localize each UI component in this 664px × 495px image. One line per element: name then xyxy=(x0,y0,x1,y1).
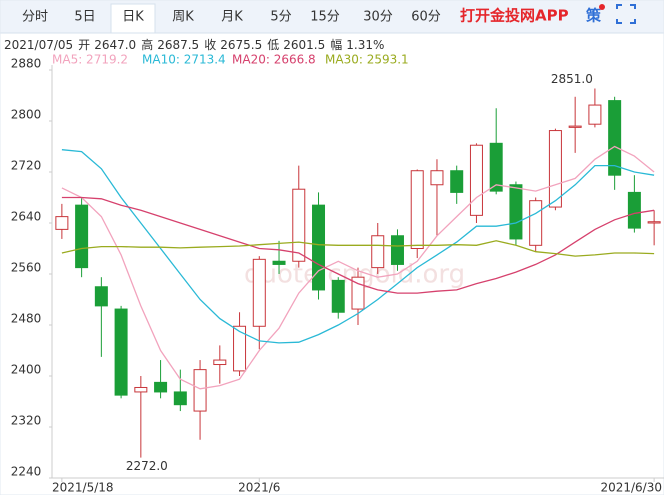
candle-body xyxy=(450,170,464,193)
candle-body xyxy=(114,308,128,396)
candle-body xyxy=(252,258,266,327)
tab-selected xyxy=(110,3,156,34)
candle-body xyxy=(55,216,69,230)
info-value: 2647.0 xyxy=(94,38,136,52)
x-tick-label: 2021/6 xyxy=(238,481,280,495)
tab[interactable]: 5日 xyxy=(74,10,95,25)
tab[interactable]: 月K xyxy=(221,10,243,25)
tab[interactable]: 5分 xyxy=(270,10,291,25)
info-value: 2601.5 xyxy=(283,38,325,52)
info-line: 2021/07/05 开 2647.0 高 2687.5 收 2675.5 低 2601.5 幅 1… xyxy=(4,37,384,52)
annotation: 2272.0 xyxy=(126,459,168,473)
candle-body xyxy=(390,235,404,265)
candle-body xyxy=(529,200,543,246)
y-tick-label: 2320 xyxy=(11,414,42,428)
candle-body xyxy=(292,188,306,262)
y-tick-label: 2640 xyxy=(11,210,42,224)
candle-body xyxy=(548,130,562,208)
info-value: 1.31% xyxy=(346,38,384,52)
legend-entry: MA10: 2713.4 xyxy=(142,53,226,67)
y-tick-label: 2400 xyxy=(11,363,42,377)
ma-line xyxy=(61,196,655,294)
candle-body xyxy=(608,100,622,176)
candle-body xyxy=(331,279,345,313)
tab[interactable]: 分时 xyxy=(22,10,48,25)
tab[interactable]: 15分 xyxy=(310,10,340,25)
x-tick-label: 2021/5/18 xyxy=(52,481,114,495)
badge xyxy=(599,4,605,10)
info-label: 幅 xyxy=(330,37,342,52)
ma-line xyxy=(61,145,655,390)
candle-body xyxy=(627,191,641,229)
ma-line xyxy=(61,240,655,257)
info-label: 收 xyxy=(204,38,216,52)
strategy-icon[interactable]: 策 xyxy=(585,7,602,25)
candle-body xyxy=(647,221,661,224)
y-tick-label: 2560 xyxy=(11,261,42,275)
legend-entry: MA30: 2593.1 xyxy=(325,53,409,67)
candle-body xyxy=(134,386,148,393)
candle-body xyxy=(588,104,602,125)
candle-body xyxy=(173,391,187,406)
legend-entry: MA5: 2719.2 xyxy=(52,53,128,67)
candle-body xyxy=(568,125,582,128)
expand-icon[interactable] xyxy=(616,4,636,24)
candle-body xyxy=(312,204,326,291)
tab[interactable]: 60分 xyxy=(411,10,441,25)
candle-body xyxy=(154,381,168,393)
candle-body xyxy=(75,204,89,269)
candle-body xyxy=(193,369,207,412)
candle-body xyxy=(94,286,108,307)
y-tick-label: 2240 xyxy=(11,465,42,479)
tab[interactable]: 日K xyxy=(122,10,144,25)
info-value: 2687.5 xyxy=(157,38,199,52)
candle-body xyxy=(489,142,503,192)
tab[interactable]: 周K xyxy=(172,10,194,25)
info-label: 开 xyxy=(78,38,90,52)
candle-body xyxy=(410,170,424,250)
info-date: 2021/07/05 xyxy=(4,38,73,52)
info-value: 2675.5 xyxy=(220,38,262,52)
candle-body xyxy=(272,260,286,265)
ma-line xyxy=(61,149,655,344)
candle-body xyxy=(430,170,444,186)
y-tick-label: 2880 xyxy=(11,57,42,71)
y-tick-label: 2720 xyxy=(11,159,42,173)
candle-body xyxy=(469,144,483,216)
y-tick-label: 2800 xyxy=(11,108,42,122)
info-label: 低 xyxy=(267,38,279,52)
candle-body xyxy=(371,235,385,269)
annotation: 2851.0 xyxy=(551,72,593,86)
candle-body xyxy=(233,325,247,372)
y-tick-label: 2480 xyxy=(11,312,42,326)
candle-body xyxy=(509,184,523,240)
x-tick-label: 2021/6/30 xyxy=(600,481,662,495)
tab[interactable]: 30分 xyxy=(363,10,393,25)
info-label: 高 xyxy=(141,37,153,52)
candle-body xyxy=(213,359,227,366)
legend-entry: MA20: 2666.8 xyxy=(232,53,316,67)
app-link[interactable]: 打开金投网APP xyxy=(460,7,569,25)
